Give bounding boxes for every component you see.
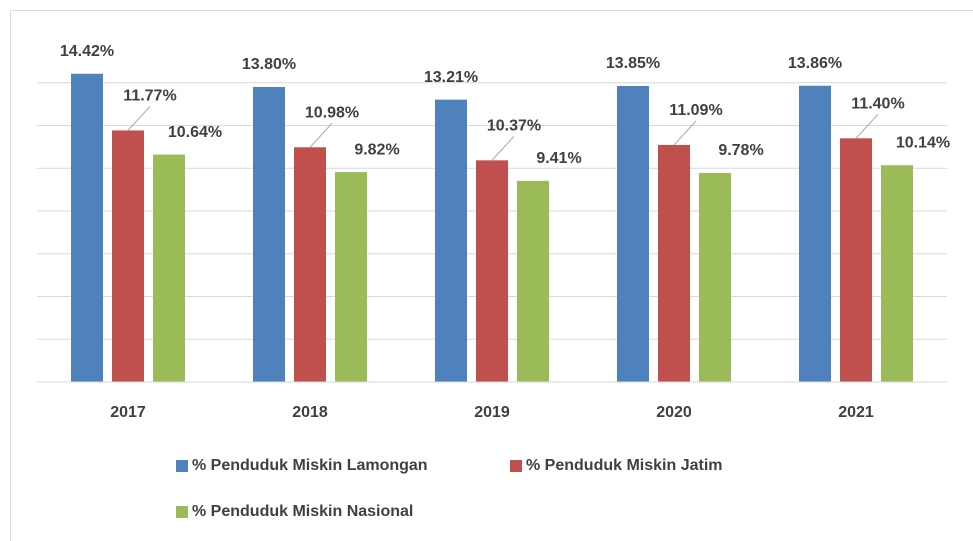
bar xyxy=(112,130,144,382)
data-label: 14.42% xyxy=(60,43,114,60)
chart-frame xyxy=(10,10,973,541)
x-tick-label: 2020 xyxy=(656,404,692,421)
bar xyxy=(71,73,103,383)
data-label: 11.40% xyxy=(851,96,904,113)
data-label: 9.82% xyxy=(354,141,399,158)
bar xyxy=(335,172,367,382)
data-label: 10.37% xyxy=(487,118,541,135)
leader-line xyxy=(855,113,879,139)
data-label: 11.77% xyxy=(123,88,176,105)
leader-line xyxy=(127,106,151,131)
legend-swatch xyxy=(176,506,188,518)
legend-label: % Penduduk Miskin Nasional xyxy=(192,503,413,520)
bar xyxy=(517,180,549,382)
data-label: 11.09% xyxy=(669,102,722,119)
bar xyxy=(294,147,326,382)
bar xyxy=(435,99,467,382)
x-tick-label: 2019 xyxy=(474,404,510,421)
data-label: 13.86% xyxy=(788,55,842,72)
leader-line xyxy=(673,120,697,146)
bar xyxy=(476,160,508,382)
data-label: 9.78% xyxy=(718,142,763,159)
bar xyxy=(658,144,690,382)
data-label: 13.85% xyxy=(606,55,660,72)
bar xyxy=(253,87,285,383)
bar xyxy=(881,165,913,382)
leader-line xyxy=(491,136,515,161)
bar xyxy=(617,85,649,383)
bar xyxy=(840,138,872,382)
data-label: 13.80% xyxy=(242,56,296,73)
x-tick-label: 2017 xyxy=(110,404,146,421)
data-label: 10.98% xyxy=(305,105,359,122)
legend-swatch xyxy=(510,460,522,472)
data-label: 10.64% xyxy=(168,124,222,141)
legend-label: % Penduduk Miskin Jatim xyxy=(526,457,722,474)
leader-line xyxy=(309,122,333,148)
bar xyxy=(799,85,831,383)
bar xyxy=(699,172,731,382)
legend-label: % Penduduk Miskin Lamongan xyxy=(192,457,428,474)
bar xyxy=(153,154,185,382)
data-label: 9.41% xyxy=(536,150,581,167)
data-label: 13.21% xyxy=(424,69,478,86)
data-label: 10.14% xyxy=(896,134,950,151)
x-tick-label: 2021 xyxy=(838,404,874,421)
legend-swatch xyxy=(176,460,188,472)
x-tick-label: 2018 xyxy=(292,404,328,421)
